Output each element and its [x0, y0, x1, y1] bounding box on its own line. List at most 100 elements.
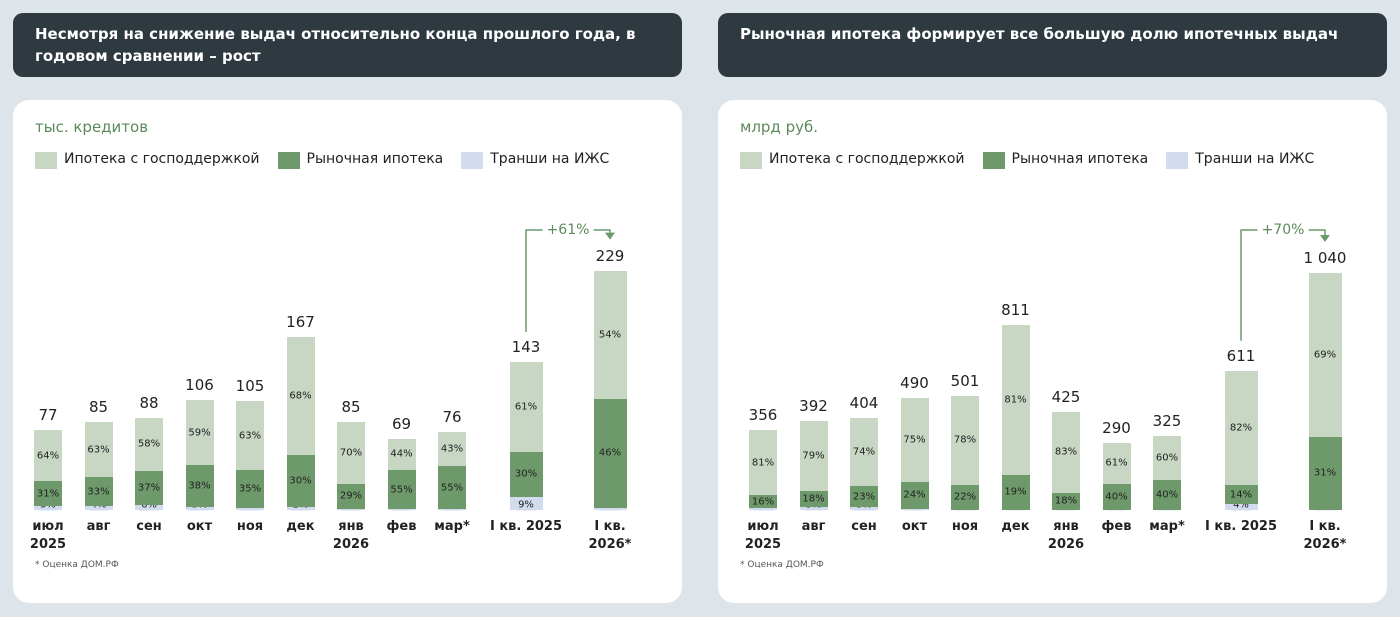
- bar-segment: [84, 477, 113, 507]
- legend-swatch: [277, 152, 300, 169]
- bar-segment: [593, 398, 627, 508]
- segment-label: 38%: [188, 480, 211, 492]
- bar-segment: [438, 465, 466, 510]
- total-label: 290: [1102, 419, 1131, 438]
- bar-segment: [951, 395, 979, 485]
- segment-label: 18%: [802, 493, 825, 505]
- segment-label: 6%: [139, 499, 159, 511]
- segment-label: 81%: [751, 457, 775, 469]
- segment-label: 22%: [953, 491, 977, 503]
- bar-segment: [509, 362, 543, 453]
- bar-segment: [1052, 492, 1080, 510]
- total-label: 490: [900, 374, 929, 393]
- annotation-label: +61%: [542, 222, 594, 238]
- x-tick-label: фев: [386, 519, 417, 534]
- segment-label: 79%: [802, 450, 825, 462]
- x-tick-label: мар*: [434, 519, 470, 534]
- x-tick-label: сен: [136, 519, 162, 534]
- x-tick-label: I кв. 2026*: [588, 519, 632, 552]
- segment-label: 35%: [238, 483, 262, 495]
- bar-segment: [749, 495, 777, 509]
- bar-segment: [387, 470, 416, 510]
- bar-segment: [1102, 483, 1131, 510]
- bar-segment: [337, 422, 365, 484]
- x-tick-label: янв 2026: [332, 519, 370, 552]
- total-label: 85: [341, 398, 361, 417]
- total-label: 77: [38, 406, 58, 425]
- annotation-line: [525, 229, 611, 333]
- x-tick-label: фев: [1101, 519, 1132, 534]
- bar-segment: [900, 398, 929, 483]
- segment-label: 23%: [852, 491, 876, 503]
- legend-label: Рыночная ипотека: [306, 151, 444, 167]
- segment-label: 63%: [87, 444, 110, 456]
- x-tick-label: дек: [286, 519, 315, 534]
- x-tick-label: янв 2026: [1047, 519, 1085, 552]
- x-tick-label: июл 2025: [29, 519, 67, 552]
- annotation-line: [1240, 229, 1326, 341]
- segment-label: 61%: [1105, 457, 1128, 469]
- segment-label: 4%: [1231, 499, 1251, 511]
- total-label: 811: [1001, 301, 1030, 320]
- bar-segment: [1102, 443, 1131, 484]
- segment-label: 30%: [289, 475, 312, 487]
- bar-segment: [593, 270, 627, 399]
- total-label: 404: [849, 393, 879, 412]
- segment-label: 31%: [1313, 467, 1337, 479]
- total-label: 76: [442, 408, 462, 427]
- bar-segment: [850, 417, 878, 487]
- segment-label: 9%: [516, 499, 536, 511]
- segment-label: 68%: [289, 390, 312, 402]
- legend-swatch: [461, 152, 484, 169]
- total-label: 356: [748, 405, 778, 424]
- segment-label: 40%: [1105, 491, 1128, 503]
- bar-segment: [900, 482, 929, 509]
- bar-segment: [1308, 273, 1342, 437]
- bar-segment: [236, 469, 264, 508]
- bar-segment: [799, 491, 828, 508]
- segment-label: 70%: [339, 447, 363, 459]
- bar-segment: [799, 420, 828, 492]
- legend-label: Транши на ИЖС: [490, 151, 610, 167]
- unit-label: тыс. кредитов: [35, 118, 149, 136]
- chart-card: тыс. кредитов Ипотека с господдержкой Рыно…: [13, 100, 682, 603]
- x-tick-label: дек: [1001, 519, 1030, 534]
- segment-label: 82%: [1229, 422, 1253, 434]
- total-label: 611: [1226, 346, 1256, 365]
- arrow-head: [605, 232, 615, 240]
- bar-segment: [1153, 435, 1181, 481]
- segment-label: 30%: [514, 468, 538, 480]
- total-label: 392: [799, 396, 828, 415]
- chart-title: Рыночная ипотека формирует все большую д…: [718, 13, 1387, 77]
- chart-card: млрд руб. Ипотека с господдержкой Рыночная…: [718, 100, 1387, 603]
- x-tick-label: I кв. 2026*: [1303, 519, 1347, 552]
- bar-segment: [1052, 412, 1080, 493]
- bar-segment: [1308, 436, 1342, 510]
- segment-label: 24%: [903, 489, 926, 501]
- bar-segment: [1224, 484, 1258, 505]
- x-tick-label: окт: [186, 519, 213, 534]
- segment-label: 43%: [440, 443, 464, 455]
- bar-segment: [1224, 370, 1258, 485]
- x-tick-label: ноя: [951, 519, 979, 534]
- bar-segment: [185, 400, 214, 466]
- x-tick-label: авг: [801, 519, 826, 534]
- bar-segment: [749, 429, 777, 496]
- footnote: * Оценка ДОМ.РФ: [35, 560, 119, 570]
- x-tick-label: июл 2025: [744, 519, 782, 552]
- segment-label: 83%: [1054, 446, 1078, 458]
- total-label: 1 040: [1303, 249, 1347, 267]
- segment-label: 64%: [36, 450, 60, 462]
- segment-label: 18%: [1054, 495, 1078, 507]
- legend-swatch: [35, 152, 57, 169]
- segment-label: 37%: [137, 482, 161, 494]
- segment-label: 55%: [440, 482, 464, 494]
- total-label: 229: [595, 246, 625, 265]
- bar-segment: [438, 432, 466, 466]
- x-tick-label: авг: [86, 519, 111, 534]
- bar-segment: [135, 470, 163, 505]
- segment-label: 54%: [598, 329, 622, 341]
- x-tick-label: мар*: [1149, 519, 1185, 534]
- segment-label: 59%: [188, 427, 211, 439]
